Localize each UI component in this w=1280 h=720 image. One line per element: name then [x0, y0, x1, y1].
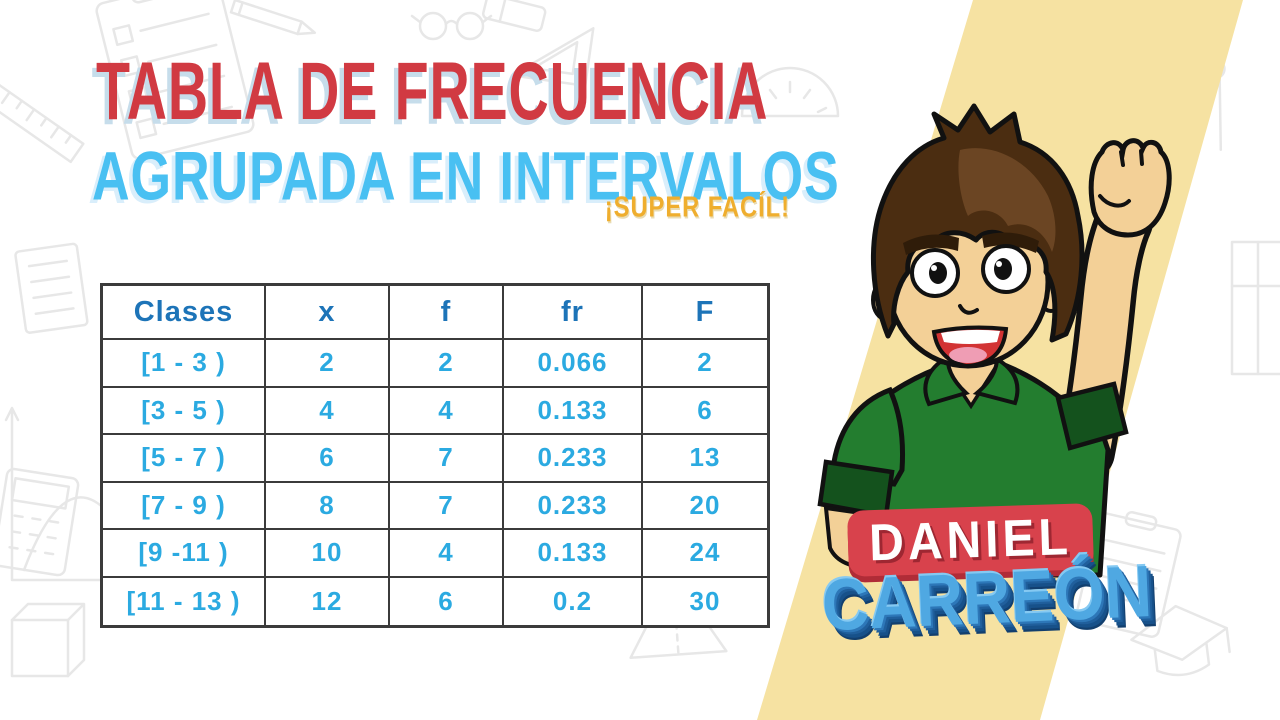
pencil-icon — [229, 0, 317, 36]
graduation-cap-icon — [1130, 604, 1231, 677]
cell-f: 4 — [390, 387, 504, 435]
set-square-icon — [510, 27, 595, 87]
cell-fr: 0.2 — [504, 577, 643, 625]
cell-clase: [11 - 13 ) — [103, 577, 266, 625]
channel-last-name: CARREÓN — [820, 549, 1154, 647]
eraser-icon — [482, 0, 547, 32]
frequency-table: Clases x f fr F [1 - 3 ) 2 2 0.066 2 [3 … — [100, 283, 770, 628]
cell-clase: [3 - 5 ) — [103, 387, 266, 435]
title-line1: TABLA DE FRECUENCIA — [96, 45, 769, 137]
header-clases: Clases — [103, 286, 266, 340]
header-x: x — [266, 286, 390, 340]
cell-f: 7 — [390, 482, 504, 530]
cell-F: 13 — [643, 435, 767, 483]
header-fr: fr — [504, 286, 643, 340]
cell-clase: [7 - 9 ) — [103, 482, 266, 530]
notebook-icon — [14, 242, 89, 334]
cell-F: 30 — [689, 585, 721, 616]
cell-x: 8 — [266, 482, 390, 530]
cell-fr: 0.133 — [504, 530, 643, 578]
cell-x: 10 — [266, 530, 390, 578]
cell-F: 6 — [643, 388, 767, 435]
cell-f: 6 — [390, 577, 504, 625]
cell-x: 2 — [266, 340, 390, 388]
cell-clase: [1 - 3 ) — [103, 340, 266, 388]
calculator-icon — [0, 467, 80, 577]
ruler-icon — [0, 73, 85, 164]
header-f: f — [390, 286, 504, 340]
cell-clase: [5 - 7 ) — [103, 435, 266, 483]
cell-F: 2 — [643, 340, 767, 388]
cell-F: 24 — [643, 530, 767, 578]
cell-x: 4 — [266, 387, 390, 435]
protractor-icon — [740, 66, 840, 118]
cell-fr: 0.066 — [504, 340, 643, 388]
cube-icon — [10, 602, 86, 678]
tagline: ¡SUPER FACÍL! — [604, 191, 790, 224]
cell-x: 12 — [266, 577, 390, 625]
clipboard-icon — [95, 0, 255, 160]
header-F: F — [643, 286, 767, 340]
cell-fr: 0.133 — [504, 387, 643, 435]
cell-F: 20 — [643, 483, 767, 530]
window-frame-icon — [1230, 240, 1280, 376]
cell-f: 7 — [390, 435, 504, 483]
title-line2: AGRUPADA EN INTERVALOS — [92, 137, 840, 215]
cell-fr: 0.233 — [504, 435, 643, 483]
cell-clase: [9 -11 ) — [103, 530, 266, 578]
fist — [1088, 138, 1172, 238]
cell-f: 2 — [390, 340, 504, 388]
cell-x: 6 — [266, 435, 390, 483]
cell-fr: 0.233 — [504, 482, 643, 530]
cell-f: 4 — [390, 530, 504, 578]
